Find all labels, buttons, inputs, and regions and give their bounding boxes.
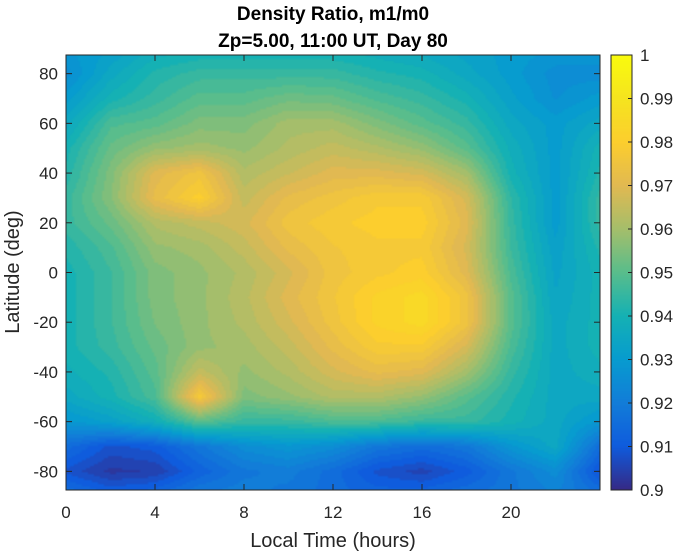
x-tick-label: 0 (61, 503, 70, 522)
x-axis-ticks: 0 4 8 12 16 20 (61, 55, 520, 522)
y-tick-label: -20 (33, 313, 58, 332)
chart-title: Density Ratio, m1/m0 (237, 4, 429, 25)
x-tick-label: 12 (324, 503, 343, 522)
y-tick-label: 20 (39, 214, 58, 233)
y-axis-ticks: -80 -60 -40 -20 0 20 40 60 80 (33, 65, 600, 481)
y-tick-label: 60 (39, 114, 58, 133)
y-tick-label: -60 (33, 413, 58, 432)
x-tick-label: 16 (413, 503, 432, 522)
x-tick-label: 4 (150, 503, 159, 522)
y-axis-label: Latitude (deg) (2, 210, 24, 333)
colorbar-tick-label: 1 (640, 46, 649, 65)
x-tick-label: 20 (502, 503, 521, 522)
colorbar-tick-label: 0.98 (640, 133, 673, 152)
colorbar-tick-label: 0.9 (640, 481, 664, 500)
colorbar: 0.9 0.91 0.92 0.93 0.94 0.95 0.96 0.97 0.98 0.99 1 (610, 46, 673, 500)
plot-area (65, 54, 601, 491)
colorbar-tick-label: 0.99 (640, 90, 673, 109)
colorbar-ticks: 0.9 0.91 0.92 0.93 0.94 0.95 0.96 0.97 0.98 0.99 1 (628, 46, 673, 500)
colorbar-tick-label: 0.94 (640, 307, 673, 326)
colorbar-tick-label: 0.91 (640, 438, 673, 457)
y-tick-label: -40 (33, 363, 58, 382)
y-tick-label: -80 (33, 462, 58, 481)
y-tick-label: 0 (49, 264, 58, 283)
x-tick-label: 8 (239, 503, 248, 522)
colorbar-tick-label: 0.96 (640, 220, 673, 239)
density-ratio-heatmap (66, 55, 600, 490)
colorbar-tick-label: 0.93 (640, 351, 673, 370)
colorbar-gradient (611, 55, 632, 490)
colorbar-tick-label: 0.92 (640, 394, 673, 413)
y-tick-label: 80 (39, 65, 58, 84)
chart-subtitle: Zp=5.00, 11:00 UT, Day 80 (218, 31, 448, 52)
y-tick-label: 40 (39, 164, 58, 183)
x-axis-label: Local Time (hours) (250, 530, 416, 552)
colorbar-tick-label: 0.95 (640, 264, 673, 283)
colorbar-tick-label: 0.97 (640, 177, 673, 196)
